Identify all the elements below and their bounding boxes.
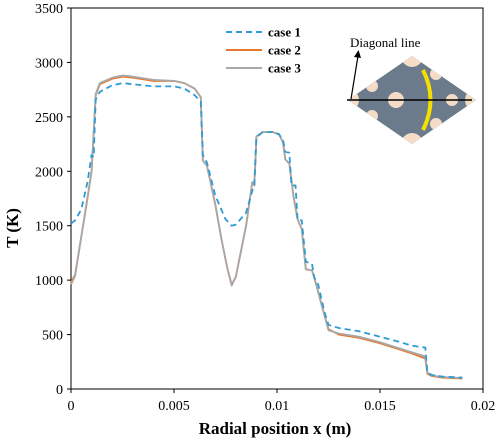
y-tick-label: 500	[42, 329, 63, 344]
x-tick-label: 0.005	[158, 399, 190, 414]
series-line-1	[70, 82, 463, 379]
x-axis-title: Radial position x (m)	[199, 419, 352, 438]
inset-label: Diagonal line	[350, 35, 421, 50]
inset-hole	[430, 68, 442, 80]
inset-hole	[430, 118, 442, 130]
x-tick-label: 0.02	[471, 399, 496, 414]
legend-label-1: case 1	[268, 25, 301, 40]
inset-hole	[401, 133, 423, 144]
inset-arrowhead	[354, 50, 361, 58]
inset-hole	[366, 110, 378, 122]
legend-label-3: case 3	[268, 61, 301, 76]
series-layer	[70, 74, 463, 380]
y-tick-label: 3500	[35, 2, 63, 17]
axis-ticks: 0 500 1000 1500 2000 2500 3000 3500 0 0.005 0.01 0.…	[35, 2, 495, 414]
y-axis-title: T (K)	[3, 208, 22, 248]
inset-arrow	[350, 55, 359, 100]
y-tick-label: 2500	[35, 111, 63, 126]
y-tick-label: 0	[56, 383, 63, 398]
x-tick-label: 0	[68, 399, 75, 414]
y-tick-label: 2000	[35, 165, 63, 180]
legend: case 1 case 2 case 3	[226, 25, 301, 76]
y-tick-label: 1500	[35, 220, 63, 235]
inset-diagram: Diagonal line	[347, 35, 476, 144]
x-tick-label: 0.015	[364, 399, 396, 414]
legend-label-2: case 2	[268, 43, 301, 58]
x-tick-label: 0.01	[265, 399, 290, 414]
inset-hole	[366, 80, 378, 92]
y-tick-label: 3000	[35, 56, 63, 71]
y-tick-label: 1000	[35, 274, 63, 289]
inset-hole	[401, 56, 423, 67]
